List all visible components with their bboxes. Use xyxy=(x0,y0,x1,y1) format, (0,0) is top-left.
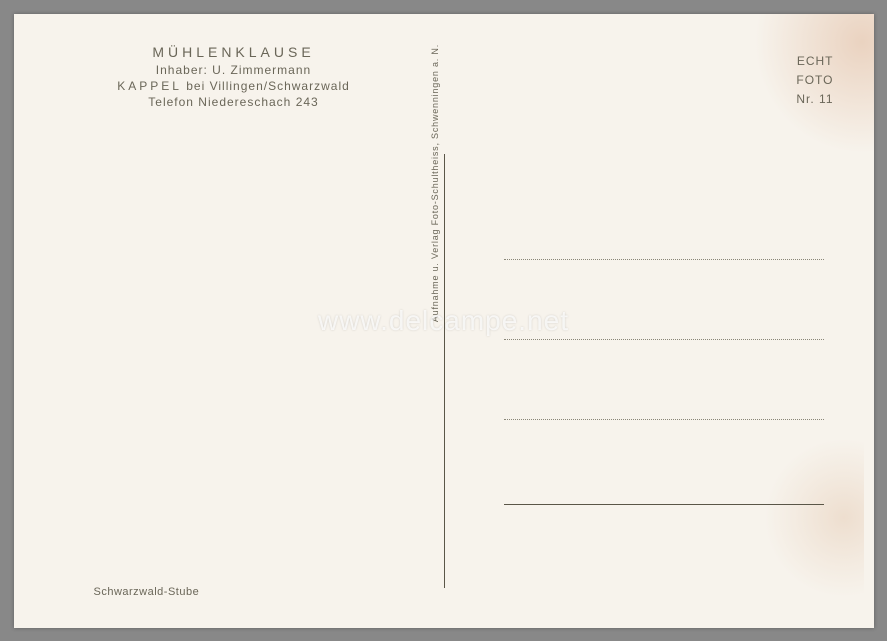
photo-mark-line2: FOTO xyxy=(796,71,833,90)
publisher-credit-wrapper: Aufnahme u. Verlag Foto-Schultheiss, Sch… xyxy=(430,44,440,322)
publisher-credit: Aufnahme u. Verlag Foto-Schultheiss, Sch… xyxy=(430,44,440,322)
sender-block: MÜHLENKLAUSE Inhaber: U. Zimmermann KAPP… xyxy=(44,44,424,111)
center-divider xyxy=(444,154,445,588)
phone-line: Telefon Niedereschach 243 xyxy=(44,95,424,109)
photo-mark-line1: ECHT xyxy=(796,52,833,71)
address-line-4 xyxy=(504,504,824,505)
owner-line: Inhaber: U. Zimmermann xyxy=(44,63,424,77)
paper-stain-bottom xyxy=(764,438,864,598)
photo-mark-line3: Nr. 11 xyxy=(796,90,833,109)
photo-mark: ECHT FOTO Nr. 11 xyxy=(796,52,833,110)
address-line-1 xyxy=(504,259,824,260)
location-town: KAPPEL xyxy=(117,79,182,93)
location-rest: bei Villingen/Schwarzwald xyxy=(182,79,350,93)
address-line-3 xyxy=(504,419,824,420)
establishment-name: MÜHLENKLAUSE xyxy=(44,44,424,60)
address-line-2 xyxy=(504,339,824,340)
caption: Schwarzwald-Stube xyxy=(94,586,200,598)
postcard-back: MÜHLENKLAUSE Inhaber: U. Zimmermann KAPP… xyxy=(14,14,874,628)
location-line: KAPPEL bei Villingen/Schwarzwald xyxy=(44,79,424,93)
